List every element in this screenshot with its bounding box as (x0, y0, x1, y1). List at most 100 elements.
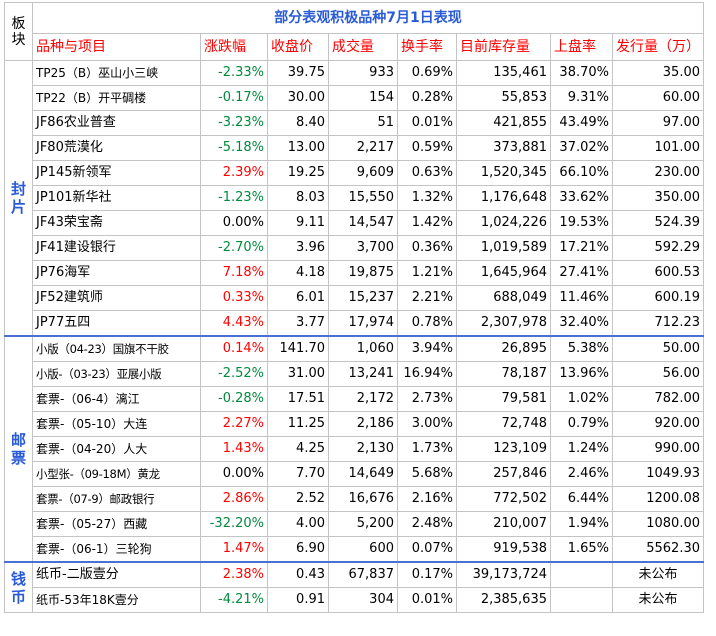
section-label-text: 钱币 (10, 569, 26, 606)
table-row: JP76海军 7.18% 4.18 19,875 1.21% 1,645,964 27.41… (5, 260, 704, 286)
volume-cell: 3,700 (328, 235, 398, 261)
issue-cell: 未公布 (612, 587, 704, 613)
turnover-cell: 0.78% (397, 310, 457, 337)
change-cell: 0.14% (200, 335, 268, 362)
close-cell: 30.00 (267, 85, 329, 111)
table-row: 套票-（05-10）大连 2.27% 11.25 2,186 3.00% 72,748 0.… (5, 411, 704, 437)
close-cell: 6.01 (267, 285, 329, 311)
change-cell: 2.39% (200, 160, 268, 186)
change-cell: 1.43% (200, 436, 268, 462)
turnover-cell: 0.07% (397, 536, 457, 563)
name-cell: TP22（B）开平碉楼 (32, 85, 201, 111)
name-cell: 套票-（05-27）西藏 (32, 511, 201, 537)
change-cell: -0.17% (200, 85, 268, 111)
turnover-cell: 2.21% (397, 285, 457, 311)
stock-cell: 135,461 (456, 60, 551, 86)
listing-rate-cell: 6.44% (550, 486, 613, 512)
issue-cell: 56.00 (612, 361, 704, 387)
volume-cell: 9,609 (328, 160, 398, 186)
issue-cell: 920.00 (612, 411, 704, 437)
col-header-listing-rate: 上盘率 (550, 33, 613, 61)
name-cell: 小版（04-23）国旗不干胶 (32, 335, 201, 362)
listing-rate-cell (550, 587, 613, 613)
change-cell: 2.38% (200, 561, 268, 588)
stock-cell: 39,173,724 (456, 561, 551, 588)
stock-cell: 123,109 (456, 436, 551, 462)
change-cell: -0.28% (200, 386, 268, 412)
turnover-cell: 0.59% (397, 135, 457, 161)
turnover-cell: 0.36% (397, 235, 457, 261)
volume-cell: 14,547 (328, 210, 398, 236)
turnover-cell: 2.16% (397, 486, 457, 512)
change-cell: 1.47% (200, 536, 268, 563)
name-cell: 套票-（04-20）人大 (32, 436, 201, 462)
volume-cell: 51 (328, 110, 398, 136)
close-cell: 11.25 (267, 411, 329, 437)
turnover-cell: 2.48% (397, 511, 457, 537)
volume-cell: 933 (328, 60, 398, 86)
table-row: 邮票 小版（04-23）国旗不干胶 0.14% 141.70 1,060 3.94% 26,… (4, 335, 704, 563)
close-cell: 4.18 (267, 260, 329, 286)
close-cell: 4.00 (267, 511, 329, 537)
change-cell: 2.86% (200, 486, 268, 512)
turnover-cell: 0.01% (397, 110, 457, 136)
name-cell: 小型张-（09-18M）黄龙 (32, 461, 201, 487)
name-cell: JF80荒漠化 (32, 135, 201, 161)
section-header-label: 板块 (11, 15, 26, 48)
stamp-performance-table-container: 板块 部分表观积极品种7月1日表现 品种与项目 涨跌幅 收盘价 成交量 换手率 … (4, 2, 704, 613)
stock-cell: 1,176,648 (456, 185, 551, 211)
section-label: 封片 (4, 60, 33, 337)
close-cell: 2.52 (267, 486, 329, 512)
change-cell: 4.43% (200, 310, 268, 337)
close-cell: 0.91 (267, 587, 329, 613)
volume-cell: 154 (328, 85, 398, 111)
stock-cell: 772,502 (456, 486, 551, 512)
close-cell: 31.00 (267, 361, 329, 387)
stock-cell: 1,024,226 (456, 210, 551, 236)
issue-cell: 600.53 (612, 260, 704, 286)
change-cell: -3.23% (200, 110, 268, 136)
stock-cell: 78,187 (456, 361, 551, 387)
stock-cell: 373,881 (456, 135, 551, 161)
name-cell: 纸币-二版壹分 (32, 561, 201, 588)
col-header-name: 品种与项目 (32, 33, 201, 61)
section-label: 邮票 (4, 335, 33, 563)
table-row: 套票-（04-20）人大 1.43% 4.25 2,130 1.73% 123,109 1.… (5, 436, 704, 462)
close-cell: 39.75 (267, 60, 329, 86)
issue-cell: 782.00 (612, 386, 704, 412)
issue-cell: 990.00 (612, 436, 704, 462)
turnover-cell: 0.17% (397, 561, 457, 588)
table-row: 小版-（03-23）亚展小版 -2.52% 31.00 13,241 16.94% 78,… (5, 361, 704, 387)
close-cell: 3.96 (267, 235, 329, 261)
turnover-cell: 0.28% (397, 85, 457, 111)
close-cell: 17.51 (267, 386, 329, 412)
stock-cell: 421,855 (456, 110, 551, 136)
issue-cell: 1049.93 (612, 461, 704, 487)
name-cell: JP101新华社 (32, 185, 201, 211)
issue-cell: 35.00 (612, 60, 704, 86)
change-cell: 0.00% (200, 461, 268, 487)
col-header-close: 收盘价 (267, 33, 329, 61)
listing-rate-cell: 32.40% (550, 310, 613, 337)
table-row: TP22（B）开平碉楼 -0.17% 30.00 154 0.28% 55,853 9.31… (5, 85, 704, 111)
volume-cell: 17,974 (328, 310, 398, 337)
close-cell: 9.11 (267, 210, 329, 236)
stock-cell: 79,581 (456, 386, 551, 412)
volume-cell: 2,172 (328, 386, 398, 412)
listing-rate-cell: 37.02% (550, 135, 613, 161)
table-body: 板块 部分表观积极品种7月1日表现 品种与项目 涨跌幅 收盘价 成交量 换手率 … (4, 2, 704, 613)
listing-rate-cell: 33.62% (550, 185, 613, 211)
table-row: 纸币-53年18K壹分 -4.21% 0.91 304 0.01% 2,385,635 未公… (5, 587, 704, 613)
turnover-cell: 16.94% (397, 361, 457, 387)
issue-cell: 712.23 (612, 310, 704, 337)
close-cell: 8.03 (267, 185, 329, 211)
issue-cell: 600.19 (612, 285, 704, 311)
title-row: 板块 部分表观积极品种7月1日表现 (4, 2, 704, 61)
name-cell: 套票-（06-4）漓江 (32, 386, 201, 412)
stock-cell: 1,645,964 (456, 260, 551, 286)
listing-rate-cell: 1.24% (550, 436, 613, 462)
close-cell: 3.77 (267, 310, 329, 337)
close-cell: 13.00 (267, 135, 329, 161)
col-header-stock: 目前库存量 (456, 33, 551, 61)
name-cell: JP77五四 (32, 310, 201, 337)
